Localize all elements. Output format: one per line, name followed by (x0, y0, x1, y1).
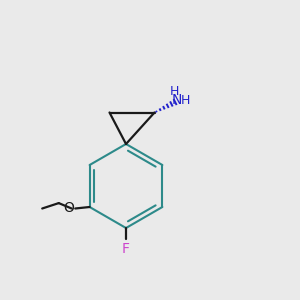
Text: N: N (172, 93, 182, 106)
Text: H: H (181, 94, 190, 107)
Text: F: F (122, 242, 130, 256)
Text: H: H (170, 85, 179, 98)
Text: O: O (64, 202, 74, 215)
